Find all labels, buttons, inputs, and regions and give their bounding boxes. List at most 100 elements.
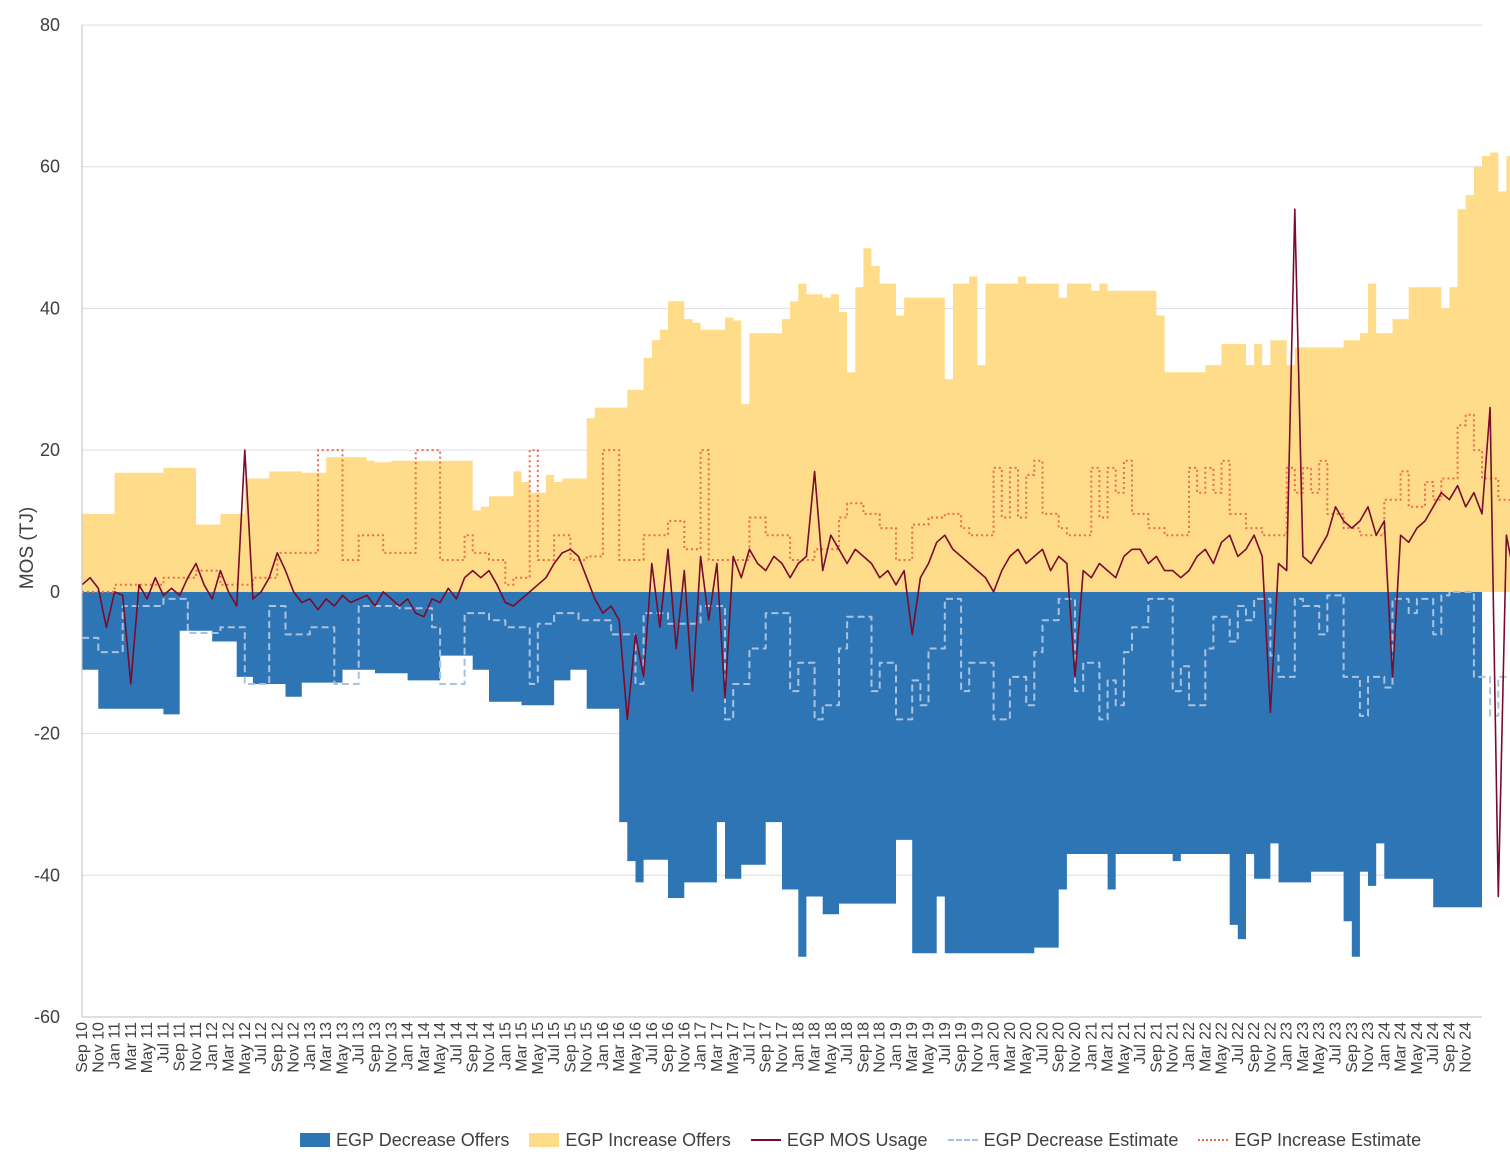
x-tick-label: Jan 22 xyxy=(1181,1022,1198,1070)
x-tick-label: May 16 xyxy=(628,1022,645,1075)
x-tick-label: Mar 14 xyxy=(416,1022,433,1072)
x-tick-label: Mar 13 xyxy=(318,1022,335,1072)
x-tick-label: Jul 20 xyxy=(1035,1022,1052,1065)
x-tick-label: May 17 xyxy=(725,1022,742,1075)
x-tick-label: Nov 21 xyxy=(1165,1022,1182,1073)
x-tick-label: Mar 19 xyxy=(904,1022,921,1072)
x-tick-label: May 14 xyxy=(432,1022,449,1075)
y-tick-label: 80 xyxy=(40,15,60,35)
x-tick-label: Sep 17 xyxy=(758,1022,775,1073)
legend-item-decrease-estimate: EGP Decrease Estimate xyxy=(947,1129,1179,1151)
x-tick-label: Mar 18 xyxy=(807,1022,824,1072)
x-tick-label: Nov 20 xyxy=(1067,1022,1084,1073)
y-tick-labels: 80 60 40 20 0 -20 -40 -60 xyxy=(34,15,60,1027)
x-tick-label: May 13 xyxy=(335,1022,352,1075)
legend-item-increase-offers: EGP Increase Offers xyxy=(529,1129,731,1151)
x-tick-label: Nov 24 xyxy=(1458,1022,1475,1073)
x-tick-label: Sep 18 xyxy=(855,1022,872,1073)
egp-decrease-estimate-line xyxy=(82,590,1510,721)
legend-label: EGP Increase Estimate xyxy=(1234,1129,1422,1150)
x-tick-label: May 20 xyxy=(1018,1022,1035,1075)
x-tick-label: Jul 18 xyxy=(839,1022,856,1065)
legend-swatch-decrease-offers xyxy=(300,1133,330,1147)
y-tick-label: 0 xyxy=(50,582,60,602)
legend-swatch-mos-usage xyxy=(750,1139,781,1141)
x-tick-label: May 23 xyxy=(1311,1022,1328,1075)
legend-item-increase-estimate: EGP Increase Estimate xyxy=(1198,1130,1421,1151)
x-tick-label: Jul 14 xyxy=(448,1022,465,1065)
x-tick-label: Sep 15 xyxy=(562,1022,579,1073)
x-tick-labels: Sep 10 Nov 10 Jan 11 Mar 11 May 11 Jul 11 Sep … xyxy=(74,1022,1475,1075)
x-tick-label: Mar 15 xyxy=(514,1022,531,1072)
x-tick-label: May 18 xyxy=(823,1022,840,1075)
x-tick-label: Sep 12 xyxy=(269,1022,286,1073)
x-tick-label: Nov 13 xyxy=(383,1022,400,1073)
x-tick-label: Jan 18 xyxy=(790,1022,807,1070)
x-tick-label: Jul 19 xyxy=(937,1022,954,1065)
y-tick-label: -40 xyxy=(34,865,60,885)
egp-increase-estimate-line xyxy=(82,413,1510,593)
x-tick-label: Nov 16 xyxy=(676,1022,693,1073)
x-tick-label: May 12 xyxy=(237,1022,254,1075)
x-tick-label: Jan 23 xyxy=(1279,1022,1296,1070)
y-tick-label: -60 xyxy=(34,1007,60,1027)
x-tick-label: Sep 10 xyxy=(74,1022,91,1073)
x-tick-label: Jul 23 xyxy=(1328,1022,1345,1065)
x-tick-label: Jan 13 xyxy=(302,1022,319,1070)
x-tick-label: Jan 11 xyxy=(107,1022,124,1069)
x-tick-label: Sep 24 xyxy=(1441,1022,1458,1073)
x-tick-label: Jan 15 xyxy=(497,1022,514,1070)
x-tick-label: Jul 22 xyxy=(1230,1022,1247,1065)
y-tick-label: -20 xyxy=(34,724,60,744)
x-tick-label: Sep 16 xyxy=(660,1022,677,1073)
x-tick-label: Jul 17 xyxy=(741,1022,758,1065)
x-tick-label: Sep 22 xyxy=(1246,1022,1263,1073)
egp-mos-usage-line xyxy=(81,208,1510,898)
x-tick-label: Jul 15 xyxy=(546,1022,563,1065)
x-tick-label: Jul 12 xyxy=(253,1022,270,1065)
x-tick-label: Mar 22 xyxy=(1197,1022,1214,1072)
x-tick-label: Nov 15 xyxy=(579,1022,596,1073)
y-tick-label: 40 xyxy=(40,298,60,318)
legend-label: EGP Decrease Offers xyxy=(336,1129,510,1150)
x-tick-label: Mar 12 xyxy=(221,1022,238,1072)
legend-label: EGP Decrease Estimate xyxy=(983,1129,1179,1150)
x-tick-label: Sep 13 xyxy=(367,1022,384,1073)
x-tick-label: Mar 11 xyxy=(123,1022,140,1071)
x-tick-label: Jan 17 xyxy=(693,1022,710,1070)
x-tick-label: Jan 14 xyxy=(400,1022,417,1070)
x-tick-label: Jul 11 xyxy=(155,1022,172,1064)
x-tick-label: Mar 21 xyxy=(1100,1022,1117,1072)
x-tick-label: Nov 19 xyxy=(969,1022,986,1073)
legend-swatch-increase-offers xyxy=(529,1133,560,1147)
line-series xyxy=(81,208,1510,898)
x-tick-label: Jul 21 xyxy=(1132,1022,1149,1065)
y-tick-label: 60 xyxy=(40,157,60,177)
y-axis-label: MOS (TJ) xyxy=(17,507,38,589)
x-tick-label: Jan 16 xyxy=(595,1022,612,1070)
x-tick-label: Mar 16 xyxy=(611,1022,628,1072)
legend-swatch-increase-estimate xyxy=(1198,1139,1229,1141)
legend-item-decrease-offers: EGP Decrease Offers xyxy=(300,1130,509,1151)
x-tick-label: Sep 19 xyxy=(953,1022,970,1073)
x-tick-label: Sep 14 xyxy=(465,1022,482,1073)
legend-label: EGP MOS Usage xyxy=(786,1129,928,1150)
x-tick-label: Mar 20 xyxy=(1002,1022,1019,1072)
x-tick-label: Sep 23 xyxy=(1344,1022,1361,1073)
legend-swatch-decrease-estimate xyxy=(947,1139,978,1141)
x-tick-label: Jul 13 xyxy=(351,1022,368,1065)
x-tick-label: Nov 14 xyxy=(481,1022,498,1073)
x-tick-label: May 15 xyxy=(530,1022,547,1075)
legend: EGP Decrease Offers EGP Increase Offers … xyxy=(300,1128,1421,1152)
x-tick-label: Jan 24 xyxy=(1376,1022,1393,1070)
x-tick-label: Sep 11 xyxy=(172,1022,189,1072)
x-tick-label: Nov 12 xyxy=(286,1022,303,1073)
x-tick-label: Nov 10 xyxy=(90,1022,107,1073)
x-tick-label: May 19 xyxy=(921,1022,938,1075)
x-tick-label: Jul 24 xyxy=(1425,1022,1442,1065)
x-tick-label: May 22 xyxy=(1214,1022,1231,1075)
x-tick-label: Mar 23 xyxy=(1295,1022,1312,1072)
x-tick-label: Jan 19 xyxy=(888,1022,905,1070)
legend-label: EGP Increase Offers xyxy=(565,1129,731,1150)
